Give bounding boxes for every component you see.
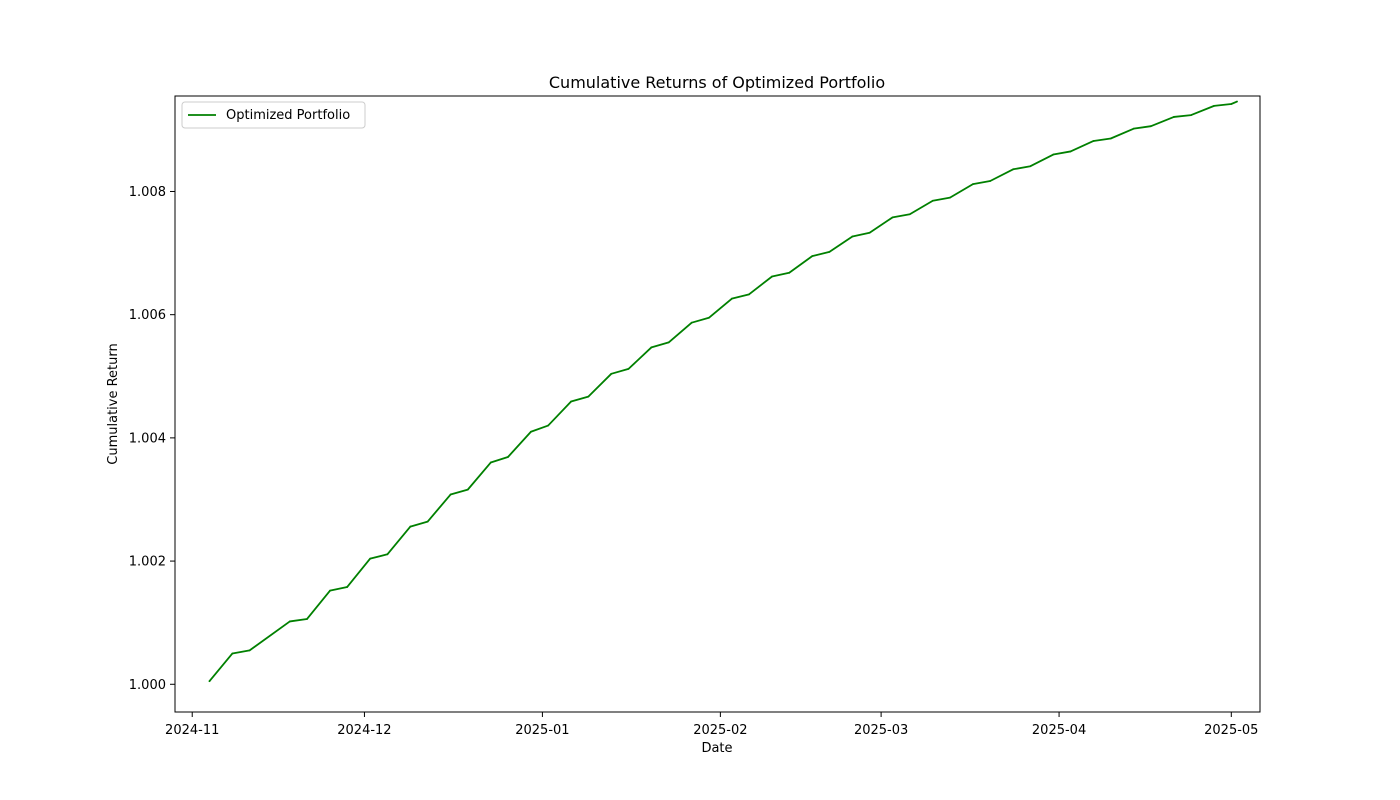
data-point [288,620,291,623]
y-tick-label: 1.000 [129,678,166,693]
data-point [1230,103,1233,105]
data-point [1012,168,1015,171]
data-point [811,255,814,258]
data-point [1069,150,1072,153]
x-axis: 2024-11 2024-12 2025-01 2025-02 2025-03 2025-… [165,712,1258,738]
data-point [231,652,234,655]
data-point [489,461,492,464]
data-point [730,297,733,300]
data-point [908,213,911,216]
plot-area [174,95,1261,713]
series-line-optimized-portfolio [208,100,1238,682]
data-point [610,372,613,375]
y-axis-title: Cumulative Return [106,343,121,464]
data-point [931,199,934,202]
data-point [1029,165,1032,168]
data-point [306,618,308,620]
data-point [949,196,951,199]
data-point [707,316,710,319]
data-point [667,341,670,344]
data-point [208,680,211,683]
data-point [570,400,573,403]
x-tick-label: 2025-04 [1032,723,1086,738]
data-point [466,488,469,491]
data-point [851,235,854,238]
data-point [1190,114,1193,116]
x-tick-label: 2025-05 [1204,723,1258,738]
x-axis-title: Date [701,741,732,756]
data-point [828,250,831,253]
series-points [208,100,1238,683]
x-tick-label: 2025-01 [515,723,569,738]
data-point [788,271,791,274]
data-point [530,430,532,433]
data-point [409,525,412,528]
data-point [346,586,349,588]
data-point [650,346,653,349]
data-point [1172,116,1175,118]
data-point [989,180,992,182]
y-tick-label: 1.008 [129,185,166,200]
data-point [972,183,974,185]
data-point [891,216,894,219]
data-point [329,589,331,592]
x-tick-label: 2024-11 [165,723,219,738]
legend-label: Optimized Portfolio [226,108,350,123]
data-point [868,231,871,234]
y-tick-label: 1.004 [129,431,166,446]
data-point [547,424,550,427]
data-point [369,557,372,560]
data-point [690,321,693,324]
data-point [1092,140,1095,142]
y-tick-label: 1.006 [129,308,166,323]
x-tick-label: 2025-02 [693,723,747,738]
y-axis: 1.000 1.002 1.004 1.006 1.008 [129,185,175,693]
x-tick-label: 2025-03 [854,723,908,738]
data-point [1109,137,1112,140]
data-point [248,649,251,652]
data-point [1213,104,1215,107]
data-point [1236,100,1238,103]
data-point [386,553,389,556]
data-point [1132,127,1135,130]
data-point [1150,125,1152,128]
data-point [507,456,509,458]
chart-title: Cumulative Returns of Optimized Portfoli… [549,73,885,92]
data-point [449,493,452,496]
data-point [1052,153,1055,156]
data-point [748,293,750,296]
x-tick-label: 2024-12 [337,723,391,738]
data-point [426,520,429,523]
legend-box [181,101,366,129]
data-point [587,395,590,398]
y-tick-label: 1.002 [129,555,166,570]
legend: Optimized Portfolio [181,101,366,129]
data-point [627,367,630,370]
data-point [771,275,773,278]
